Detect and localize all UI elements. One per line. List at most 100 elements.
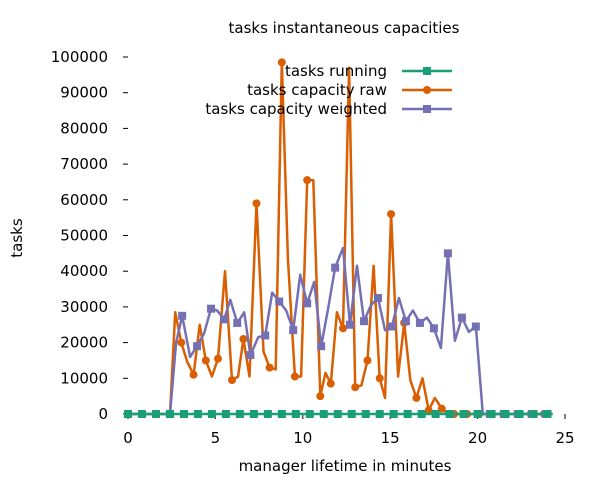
data-point [151,410,160,418]
data-point [459,410,468,418]
series-layer [124,58,553,418]
data-point [207,304,216,313]
data-point [424,406,433,415]
x-tick-label: 15 [381,429,400,447]
data-point [387,322,396,331]
legend-marker [423,105,431,113]
data-point [201,356,210,365]
x-tick-label: 10 [293,429,312,447]
data-point [207,410,216,418]
data-point [387,210,396,219]
legend-label: tasks capacity weighted [205,100,387,118]
x-tick-label: 5 [211,429,221,447]
data-point [333,410,342,418]
data-point [345,320,354,329]
y-axis-title: tasks [8,218,26,258]
y-tick-label: 50000 [60,227,108,245]
legend-marker [423,86,431,94]
data-point [317,342,326,351]
data-point [221,410,230,418]
data-point [305,410,314,418]
y-tick-label: 30000 [60,298,108,316]
data-point [331,263,340,272]
data-point [457,313,466,322]
data-point [290,372,299,381]
data-point [193,342,202,351]
data-point [437,404,446,413]
data-point [339,324,348,333]
data-point [265,363,274,372]
data-point [363,356,372,365]
data-point [412,393,421,402]
data-point [401,317,410,326]
data-point [389,410,398,418]
y-tick-label: 60000 [60,191,108,209]
data-point [124,410,132,418]
data-point [189,370,198,379]
data-point [431,410,440,418]
data-point [473,410,482,418]
data-point [443,249,452,258]
data-point [403,410,412,418]
x-axis-title: manager lifetime in minutes [239,457,452,475]
y-tick-label: 0 [98,405,108,423]
y-tick-label: 20000 [60,334,108,352]
data-point [417,410,426,418]
chart-title: tasks instantaneous capacities [229,19,460,37]
data-point [233,318,242,327]
data-point [359,317,368,326]
data-point [543,410,552,418]
data-point [515,410,524,418]
data-point [347,410,356,418]
x-tick-label: 0 [123,429,133,447]
data-point [375,410,384,418]
data-point [375,374,384,383]
data-point [289,326,298,335]
x-tick-label: 25 [555,429,574,447]
legend-marker [423,67,431,75]
data-point [263,410,272,418]
data-point [351,383,360,392]
data-point [471,322,480,331]
data-point [326,379,335,388]
y-tick-label: 40000 [60,262,108,280]
data-point [445,410,454,418]
data-point [429,324,438,333]
data-point [261,331,270,340]
data-point [214,354,223,363]
series-tasks-capacity-weighted [124,246,553,418]
data-point [319,410,328,418]
data-point [373,293,382,302]
y-tick-label: 90000 [60,84,108,102]
y-tick-label: 10000 [60,369,108,387]
data-point [179,410,188,418]
data-point [415,318,424,327]
legend-label: tasks capacity raw [247,81,387,99]
data-point [178,311,187,320]
x-tick-label: 20 [468,429,487,447]
data-point [303,299,312,308]
data-point [303,176,312,185]
legend-label: tasks running [285,62,387,80]
data-point [291,410,300,418]
data-point [165,410,174,418]
data-point [361,410,370,418]
data-point [228,376,237,385]
y-tick-label: 100000 [51,48,108,66]
data-point [529,410,538,418]
series-tasks-running [124,410,552,418]
data-point [246,351,255,360]
data-point [137,410,146,418]
data-point [239,335,248,344]
data-point [277,58,286,67]
data-point [193,410,202,418]
data-point [235,410,244,418]
data-point [487,410,496,418]
data-point [249,410,258,418]
data-point [177,338,186,347]
data-point [220,315,229,324]
data-point [252,199,261,208]
data-point [316,392,325,401]
